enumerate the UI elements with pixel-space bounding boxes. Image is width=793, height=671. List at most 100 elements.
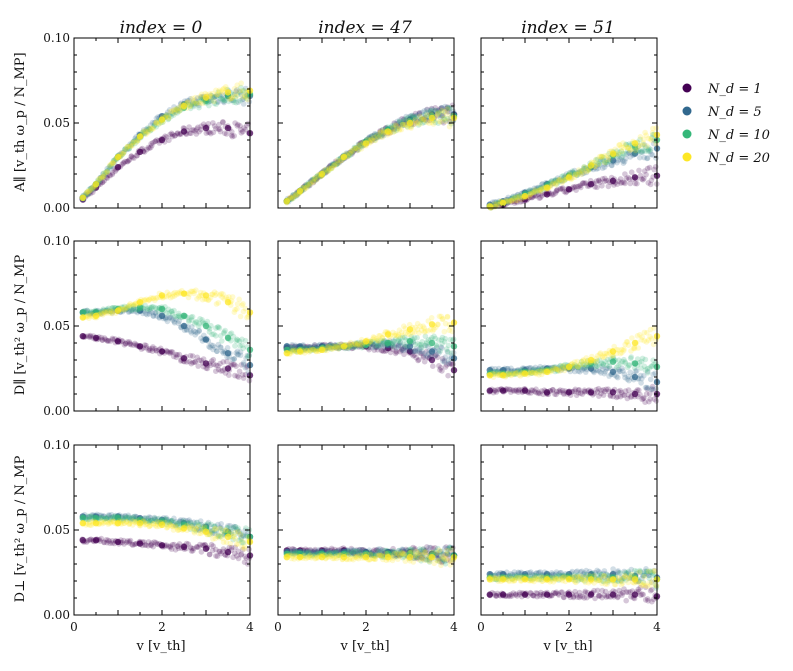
- scatter-point: [375, 133, 382, 140]
- scatter-point: [163, 112, 169, 118]
- scatter-point: [625, 342, 632, 349]
- scatter-point: [141, 149, 148, 155]
- scatter-point: [207, 91, 213, 97]
- scatter-point: [307, 180, 314, 187]
- scatter-point: [651, 166, 657, 173]
- scatter-point: [106, 172, 113, 178]
- scatter-point: [426, 544, 433, 551]
- scatter-point: [357, 143, 364, 149]
- scatter-point: [150, 126, 157, 132]
- scatter-point: [233, 99, 239, 106]
- scatter-point: [395, 125, 402, 131]
- scatter-point: [444, 109, 451, 115]
- scatter-point: [439, 118, 446, 125]
- scatter-point: [504, 196, 511, 203]
- x-tick-label: 0: [70, 620, 78, 634]
- scatter-point: [441, 109, 447, 115]
- scatter-point: [213, 101, 219, 107]
- scatter-point: [593, 178, 600, 184]
- scatter-point: [214, 92, 220, 98]
- scatter-point: [153, 119, 160, 125]
- scatter-point: [246, 311, 253, 318]
- scatter-point: [214, 91, 221, 98]
- scatter-point: [617, 176, 624, 182]
- scatter-point: [155, 121, 162, 127]
- scatter-point: [142, 130, 148, 137]
- scatter-point: [407, 113, 414, 119]
- scatter-point: [246, 377, 253, 384]
- scatter-point: [376, 134, 382, 141]
- scatter-point: [369, 133, 376, 139]
- scatter-point: [244, 122, 250, 129]
- scatter-point: [195, 523, 201, 530]
- scatter-point: [442, 117, 449, 123]
- scatter-point: [313, 177, 320, 183]
- panel-r0-c2: [480, 37, 661, 211]
- scatter-point: [166, 107, 173, 113]
- scatter-point: [108, 161, 114, 167]
- scatter-point: [412, 110, 419, 117]
- scatter-point: [418, 116, 425, 123]
- scatter-point: [326, 165, 333, 171]
- scatter-point: [100, 173, 107, 180]
- scatter-point: [401, 122, 408, 128]
- scatter-point: [367, 140, 373, 146]
- scatter-point: [575, 183, 581, 190]
- scatter-point: [333, 159, 340, 166]
- scatter-point: [100, 173, 107, 180]
- scatter-point: [126, 143, 132, 150]
- scatter-point: [607, 179, 613, 185]
- scatter-point: [595, 178, 602, 184]
- scatter-point: [111, 166, 118, 172]
- scatter-point: [605, 183, 612, 190]
- scatter-point: [538, 190, 544, 197]
- scatter-point: [135, 148, 142, 154]
- scatter-point: [436, 108, 442, 115]
- scatter-point: [91, 183, 98, 189]
- scatter-point: [198, 126, 204, 133]
- scatter-point: [371, 137, 378, 143]
- scatter-point: [328, 165, 335, 172]
- scatter-point: [423, 119, 430, 125]
- scatter-point: [422, 114, 428, 121]
- scatter-point: [185, 99, 191, 105]
- scatter-point: [535, 191, 542, 197]
- scatter-point: [351, 148, 357, 154]
- scatter-point: [560, 185, 566, 191]
- scatter-point: [622, 171, 628, 177]
- scatter-point: [347, 149, 353, 156]
- scatter-point: [103, 174, 110, 181]
- scatter-point: [441, 115, 447, 122]
- scatter-point: [214, 98, 221, 105]
- scatter-point: [439, 105, 445, 111]
- scatter-point: [101, 177, 108, 184]
- scatter-point: [414, 120, 421, 126]
- scatter-point: [504, 196, 511, 203]
- scatter-point: [240, 301, 246, 307]
- data-point: [202, 124, 210, 132]
- scatter-point: [189, 127, 196, 133]
- scatter-point: [403, 113, 410, 120]
- scatter-point: [390, 125, 397, 132]
- scatter-point: [319, 172, 326, 179]
- scatter-point: [622, 180, 628, 187]
- scatter-point: [177, 107, 184, 114]
- scatter-point: [237, 127, 244, 133]
- scatter-point: [611, 182, 617, 188]
- scatter-point: [97, 181, 104, 187]
- scatter-point: [142, 130, 148, 136]
- scatter-point: [348, 150, 354, 156]
- scatter-point: [80, 194, 87, 200]
- scatter-point: [647, 181, 654, 188]
- scatter-point: [125, 143, 131, 150]
- scatter-point: [304, 184, 311, 190]
- scatter-point: [152, 138, 158, 145]
- scatter-point: [176, 131, 183, 138]
- scatter-point: [373, 132, 380, 138]
- scatter-point: [400, 116, 407, 123]
- scatter-point: [94, 179, 101, 185]
- scatter-point: [346, 153, 352, 159]
- scatter-point: [653, 155, 659, 161]
- scatter-point: [290, 192, 297, 198]
